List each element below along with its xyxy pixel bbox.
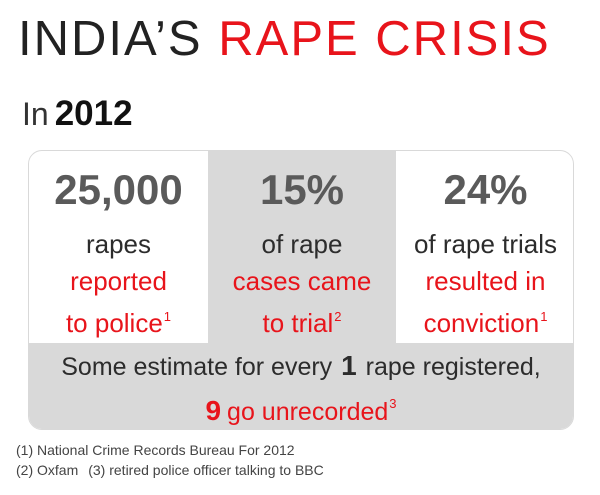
stat-label: of rape [261,229,343,259]
estimate-banner: Some estimate for every 1 rape registere… [29,343,573,429]
estimate-line-unrecorded: 9 go unrecorded3 [29,385,573,426]
registered-count: 1 [341,350,357,381]
stat-value: 24% [443,166,528,213]
stat-value: 25,000 [54,166,183,213]
footnote-3: (3) retired police officer talking to BB… [88,462,324,478]
unrecorded-count: 9 [205,395,222,426]
footnote-2: (2) Oxfam [16,462,79,478]
title-accent: RAPE CRISIS [218,12,551,66]
stat-highlight-end: to police1 [29,299,208,338]
year-prefix: In [22,96,49,132]
stat-label: of rape trials [413,229,558,259]
estimate-text-after: rape registered, [365,353,541,381]
stat-highlight-text: to police [65,308,163,338]
stat-highlight: cases came [232,266,372,296]
footnote-ref: 1 [163,309,172,324]
year-value: 2012 [54,94,133,133]
stat-highlight: resulted in [425,266,546,296]
footnote-2-3: (2) Oxfam (3) retired police officer talk… [16,460,576,480]
unrecorded-text: go unrecorded [227,398,389,426]
stat-cases-to-trial: 15% of rape cases came to trial2 [208,151,396,343]
stat-value: 15% [259,166,345,213]
stat-highlight-end: to trial2 [208,299,396,338]
year-heading: In 2012 [22,94,133,134]
footnote-ref: 1 [540,309,548,324]
footnote-ref: 2 [334,309,342,324]
stat-highlight-text: conviction [423,308,540,338]
title-main: INDIA’S [18,12,203,66]
stat-highlight-text: to trial [262,308,334,338]
stat-conviction-rate: 24% of rape trials resulted in convictio… [396,151,573,343]
stat-highlight-end: conviction1 [396,299,573,338]
footnotes: (1) National Crime Records Bureau For 20… [16,440,576,480]
estimate-text-before: Some estimate for every [61,353,333,381]
footnote-1: (1) National Crime Records Bureau For 20… [16,442,295,458]
estimate-line-registered: Some estimate for every 1 rape registere… [29,347,573,385]
stats-card: 25,000 rapes reported to police1 15% of … [28,150,574,430]
page-title: INDIA’S RAPE CRISIS [18,6,588,72]
stat-label: rapes [85,229,152,259]
footnote-ref: 3 [389,396,397,411]
stat-reported-rapes: 25,000 rapes reported to police1 [29,151,208,343]
stat-highlight: reported [70,266,167,296]
stats-row: 25,000 rapes reported to police1 15% of … [29,151,573,343]
